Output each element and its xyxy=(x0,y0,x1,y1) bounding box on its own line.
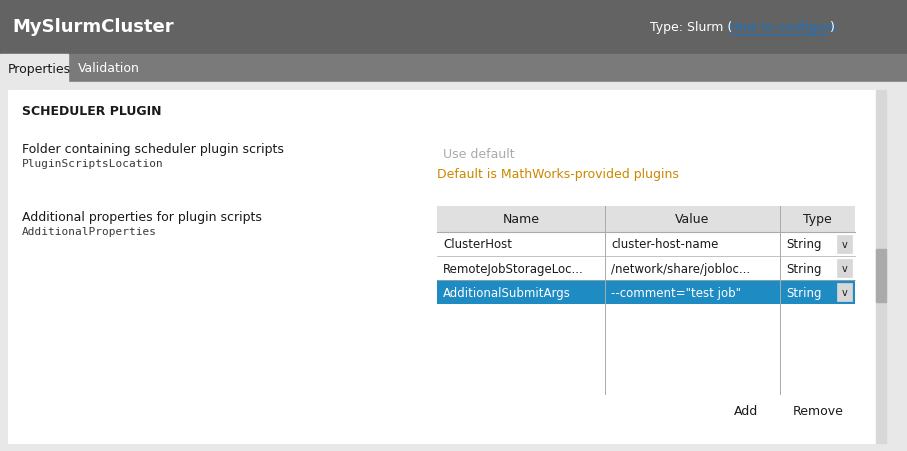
Text: Remove: Remove xyxy=(793,405,844,418)
Text: AdditionalSubmitArgs: AdditionalSubmitArgs xyxy=(443,286,571,299)
Text: Properties: Properties xyxy=(8,62,71,75)
Text: Default is MathWorks-provided plugins: Default is MathWorks-provided plugins xyxy=(437,168,678,180)
Text: --comment="test job": --comment="test job" xyxy=(611,286,741,299)
Bar xyxy=(437,281,855,304)
Bar xyxy=(0,0,907,55)
Bar xyxy=(437,207,855,394)
Bar xyxy=(876,249,886,302)
Text: ): ) xyxy=(830,21,834,34)
Bar xyxy=(437,257,855,281)
Text: ClusterHost: ClusterHost xyxy=(443,238,512,251)
Bar xyxy=(0,55,907,83)
Text: Type: Slurm (: Type: Slurm ( xyxy=(650,21,732,34)
Text: Folder containing scheduler plugin scripts: Folder containing scheduler plugin scrip… xyxy=(22,143,284,156)
Text: cluster-host-name: cluster-host-name xyxy=(611,238,718,251)
Text: AdditionalProperties: AdditionalProperties xyxy=(22,226,157,236)
Bar xyxy=(437,142,855,166)
Bar xyxy=(8,91,886,443)
Bar xyxy=(787,400,849,422)
Text: Validation: Validation xyxy=(78,62,140,75)
Text: v: v xyxy=(842,287,847,297)
Bar xyxy=(437,207,855,232)
Bar xyxy=(837,259,852,277)
Bar xyxy=(0,55,68,83)
Text: Use default: Use default xyxy=(443,147,514,160)
Text: String: String xyxy=(786,238,822,251)
Text: RemoteJobStorageLoc...: RemoteJobStorageLoc... xyxy=(443,262,584,275)
Text: v: v xyxy=(842,263,847,273)
Text: Add: Add xyxy=(734,405,758,418)
Bar xyxy=(837,283,852,301)
Text: SCHEDULER PLUGIN: SCHEDULER PLUGIN xyxy=(22,105,161,118)
Text: Type: Type xyxy=(803,213,832,226)
Text: Additional properties for plugin scripts: Additional properties for plugin scripts xyxy=(22,211,262,224)
Text: String: String xyxy=(786,262,822,275)
Bar xyxy=(715,400,777,422)
Text: Name: Name xyxy=(502,213,540,226)
Text: v: v xyxy=(842,239,847,249)
Text: String: String xyxy=(786,286,822,299)
Bar xyxy=(0,83,907,451)
Text: MySlurmCluster: MySlurmCluster xyxy=(12,18,173,37)
Bar xyxy=(876,91,886,443)
Bar xyxy=(837,235,852,253)
Text: /network/share/jobloc...: /network/share/jobloc... xyxy=(611,262,750,275)
Text: PluginScriptsLocation: PluginScriptsLocation xyxy=(22,159,164,169)
Bar xyxy=(437,232,855,257)
Text: How to configure: How to configure xyxy=(730,21,837,34)
Text: Value: Value xyxy=(676,213,709,226)
